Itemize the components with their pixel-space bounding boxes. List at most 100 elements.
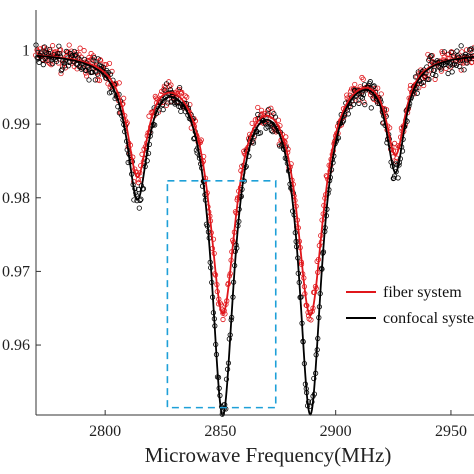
- data-point: [83, 70, 89, 76]
- data-point: [268, 127, 274, 134]
- data-point: [359, 95, 366, 101]
- data-point: [81, 48, 87, 54]
- data-point: [109, 68, 115, 74]
- data-point: [63, 48, 69, 54]
- data-point: [89, 69, 96, 75]
- data-point: [36, 59, 42, 65]
- data-point: [449, 69, 455, 75]
- x-tick-label: 2950: [435, 423, 467, 440]
- data-point: [166, 84, 173, 90]
- data-point: [249, 120, 255, 126]
- data-point: [311, 375, 317, 382]
- data-point: [66, 42, 72, 48]
- data-point: [362, 102, 368, 108]
- y-tick-label: 0.99: [2, 116, 30, 133]
- data-point: [266, 106, 272, 112]
- data-point: [360, 76, 366, 82]
- data-point: [431, 67, 437, 73]
- data-point: [106, 60, 113, 67]
- data-point: [61, 60, 67, 66]
- data-point: [270, 129, 276, 135]
- data-point: [59, 66, 65, 72]
- data-point: [108, 89, 114, 95]
- data-point: [184, 94, 190, 100]
- data-point: [220, 316, 226, 323]
- data-point: [427, 54, 433, 60]
- data-point: [121, 95, 127, 101]
- data-point: [92, 77, 98, 83]
- x-axis-title: Microwave Frequency(MHz): [145, 443, 392, 467]
- data-point: [49, 61, 56, 67]
- data-point: [432, 76, 438, 82]
- data-point: [352, 81, 358, 88]
- data-point: [428, 53, 434, 59]
- data-point: [48, 62, 54, 68]
- data-point: [95, 56, 101, 62]
- data-point: [461, 67, 467, 73]
- y-tick-label: 1: [22, 43, 30, 60]
- data-point: [40, 62, 46, 68]
- data-point: [50, 43, 56, 49]
- data-point: [422, 73, 428, 79]
- data-point: [350, 101, 357, 108]
- data-point: [56, 43, 62, 49]
- data-point: [94, 71, 101, 77]
- data-point: [426, 76, 432, 82]
- x-tick-label: 2850: [204, 423, 236, 440]
- data-point: [162, 87, 168, 93]
- data-point: [429, 59, 435, 65]
- data-point: [470, 53, 474, 59]
- data-point: [367, 79, 373, 85]
- legend-label-fiber: fiber system: [383, 284, 462, 301]
- data-point: [255, 104, 261, 111]
- data-point: [116, 80, 122, 86]
- data-point: [90, 57, 96, 63]
- data-point: [86, 77, 92, 83]
- data-point: [163, 81, 170, 87]
- data-point: [360, 92, 366, 98]
- data-point: [469, 59, 474, 65]
- data-point: [353, 98, 359, 104]
- data-point: [174, 100, 181, 106]
- data-point: [371, 83, 377, 89]
- data-point: [458, 43, 464, 49]
- data-point: [378, 91, 384, 97]
- data-point: [372, 85, 378, 92]
- data-point: [146, 113, 152, 119]
- data-point: [420, 79, 427, 85]
- legend-box: [340, 278, 474, 328]
- data-point: [441, 49, 447, 55]
- data-point: [57, 51, 63, 57]
- data-point: [179, 89, 185, 96]
- data-point: [271, 111, 277, 117]
- series-line-fiber: [35, 54, 474, 317]
- data-point: [355, 97, 361, 103]
- data-point: [356, 100, 362, 106]
- data-point: [136, 180, 142, 186]
- data-point: [267, 121, 273, 127]
- data-point: [433, 72, 439, 79]
- y-tick-label: 0.96: [2, 337, 30, 354]
- data-point: [451, 53, 457, 59]
- data-point: [448, 49, 454, 55]
- ticks-layer: 2800 2850 2900 2950 1 0.99 0.98 0.97 0.96: [2, 43, 467, 441]
- data-point: [257, 130, 264, 136]
- data-point: [395, 175, 401, 181]
- data-point: [468, 46, 474, 52]
- data-point: [153, 95, 159, 101]
- data-point: [368, 105, 374, 111]
- data-point: [136, 205, 142, 211]
- data-point: [258, 107, 265, 113]
- legend: fiber system confocal system: [340, 278, 474, 328]
- data-point: [383, 107, 390, 113]
- data-point: [100, 64, 107, 71]
- legend-label-confocal: confocal system: [383, 310, 474, 327]
- y-tick-label: 0.97: [2, 263, 30, 280]
- data-point: [255, 111, 261, 118]
- data-point: [177, 84, 183, 91]
- data-point: [345, 111, 351, 117]
- highlight-box: [166, 180, 277, 409]
- data-point: [199, 183, 206, 189]
- data-point: [160, 107, 166, 113]
